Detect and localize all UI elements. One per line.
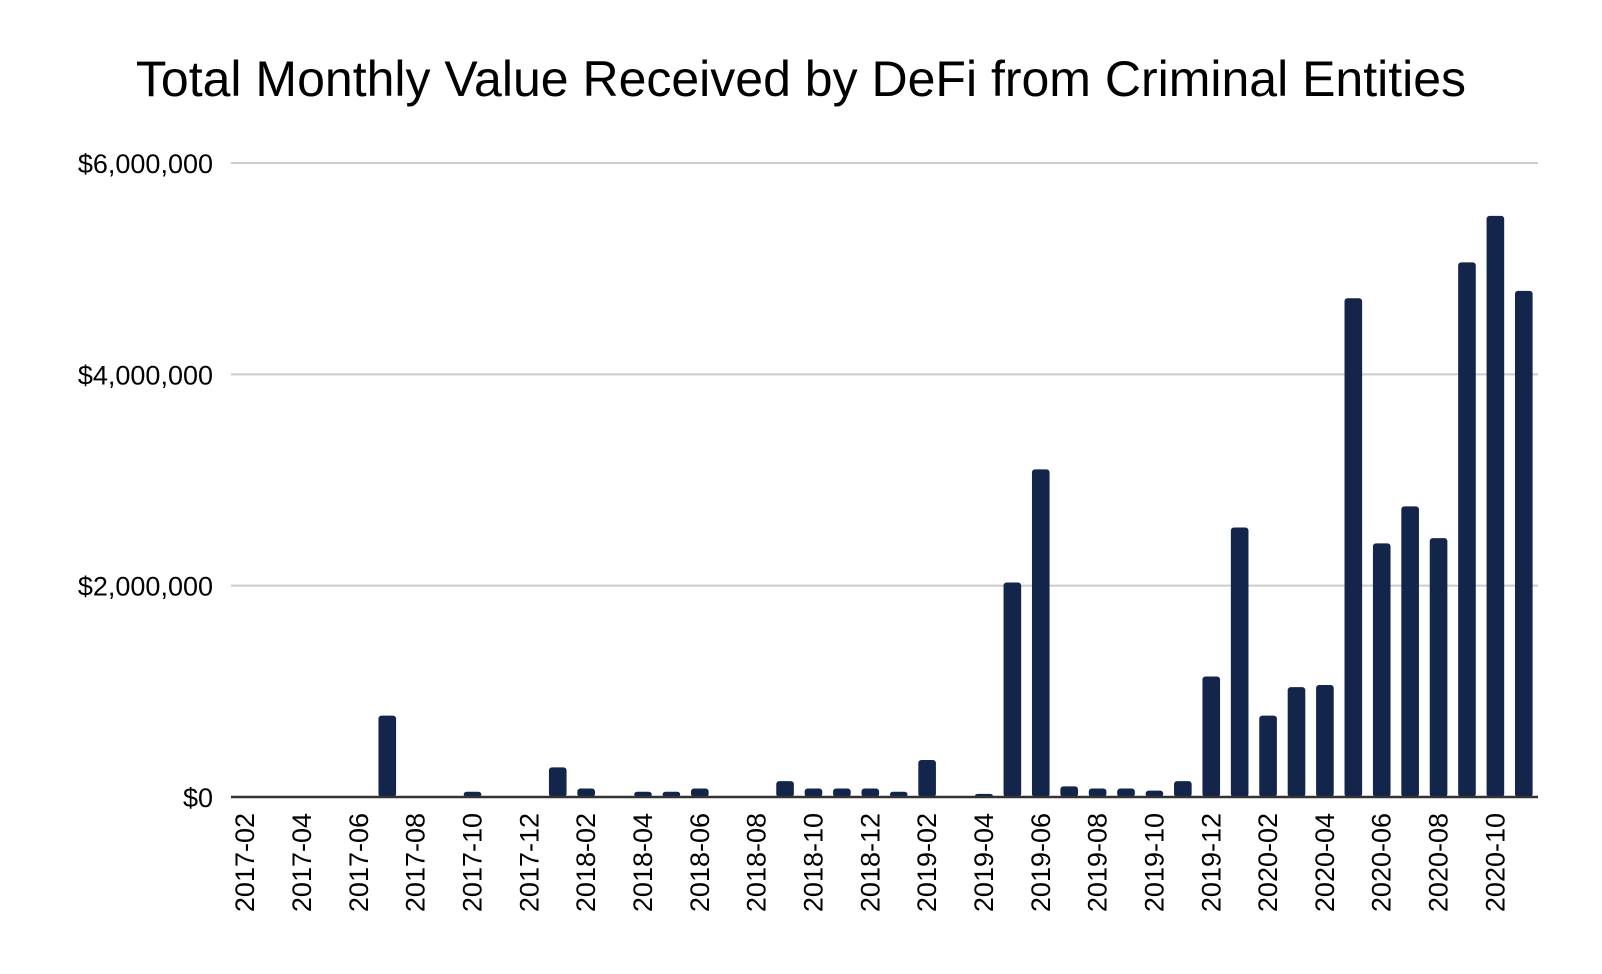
gridlines — [231, 162, 1538, 587]
bar-2020-10 — [1486, 215, 1505, 797]
bar-2020-04 — [1316, 684, 1334, 797]
bar-2019-11 — [1174, 781, 1192, 797]
bar-2019-08 — [1088, 788, 1107, 797]
y-axis-ticks: $0 $2,000,000 $4,000,000 $6,000,000 — [78, 149, 213, 813]
bar-2018-02 — [577, 788, 595, 797]
chart-title: Total Monthly Value Received by DeFi fro… — [136, 51, 1466, 107]
bar-2019-01 — [889, 791, 908, 797]
bar-2018-09 — [776, 781, 794, 797]
x-tick-label: 2017-04 — [287, 813, 317, 912]
y-tick-label: $0 — [183, 783, 213, 813]
bar-2020-01 — [1230, 527, 1249, 797]
x-tick-label: 2017-12 — [514, 813, 544, 912]
bar-2018-10 — [804, 788, 823, 797]
bar-2020-05 — [1344, 298, 1363, 797]
x-tick-label: 2017-02 — [230, 813, 260, 912]
x-tick-label: 2018-12 — [855, 813, 885, 912]
bar-2018-12 — [861, 788, 880, 797]
bar-2019-05 — [1003, 582, 1022, 797]
bar-2019-10 — [1145, 790, 1164, 797]
x-tick-label: 2020-04 — [1310, 813, 1340, 912]
y-tick-label: $6,000,000 — [78, 149, 213, 179]
bar-2020-11 — [1514, 290, 1533, 797]
bar-2019-02 — [918, 760, 936, 797]
y-tick-label: $4,000,000 — [78, 360, 213, 390]
bar-2020-02 — [1259, 715, 1277, 797]
x-tick-label: 2018-10 — [798, 813, 828, 912]
x-tick-label: 2019-06 — [1026, 813, 1056, 912]
bar-2020-07 — [1401, 506, 1419, 797]
bar-2017-07 — [378, 715, 397, 797]
bar-2020-06 — [1372, 543, 1391, 797]
bar-2018-01 — [548, 767, 567, 797]
bar-2018-04 — [634, 791, 652, 797]
bar-2020-08 — [1429, 538, 1448, 797]
x-axis-ticks: 2017-02 2017-04 2017-06 2017-08 2017-10 2017-… — [230, 813, 1510, 912]
x-tick-label: 2017-10 — [458, 813, 488, 912]
bar-2020-09 — [1458, 262, 1476, 798]
bar-2017-10 — [463, 791, 482, 797]
x-tick-label: 2019-10 — [1139, 813, 1169, 912]
bar-2018-05 — [662, 791, 681, 797]
bar-2019-06 — [1031, 469, 1050, 797]
bar-2019-12 — [1202, 676, 1221, 797]
x-tick-label: 2020-06 — [1367, 813, 1397, 912]
x-tick-label: 2018-04 — [628, 813, 658, 912]
bar-2018-11 — [833, 788, 851, 797]
y-tick-label: $2,000,000 — [78, 572, 213, 602]
x-tick-label: 2018-08 — [742, 813, 772, 912]
x-tick-label: 2017-08 — [401, 813, 431, 912]
x-tick-label: 2019-12 — [1196, 813, 1226, 912]
x-tick-label: 2020-08 — [1424, 813, 1454, 912]
x-tick-label: 2020-02 — [1253, 813, 1283, 912]
bar-2020-03 — [1287, 687, 1306, 797]
x-tick-label: 2017-06 — [344, 813, 374, 912]
bars — [378, 215, 1533, 798]
bar-2018-06 — [691, 788, 709, 797]
bar-2019-09 — [1117, 788, 1135, 797]
x-tick-label: 2018-06 — [685, 813, 715, 912]
x-tick-label: 2019-02 — [912, 813, 942, 912]
x-tick-label: 2019-04 — [969, 813, 999, 912]
x-tick-label: 2019-08 — [1083, 813, 1113, 912]
x-tick-label: 2020-10 — [1480, 813, 1510, 912]
bar-2019-07 — [1060, 786, 1078, 797]
x-tick-label: 2018-02 — [571, 813, 601, 912]
